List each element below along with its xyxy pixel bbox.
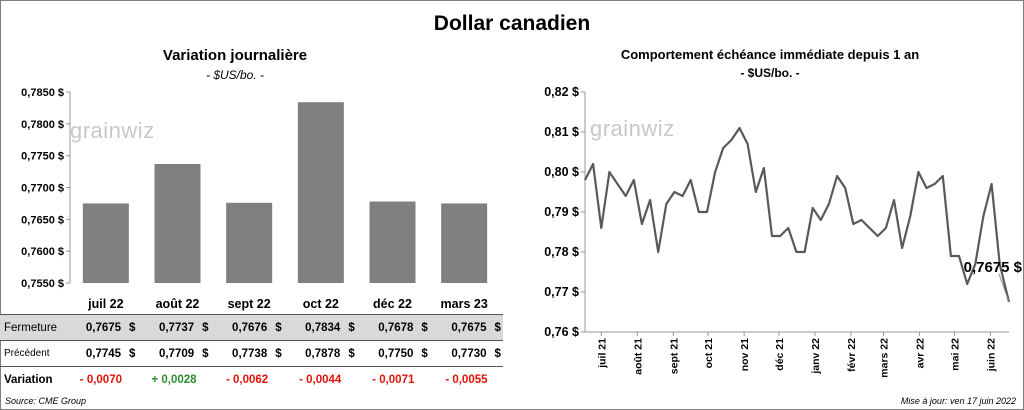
row-label: Précédent: [4, 348, 50, 359]
currency-symbol: $: [196, 314, 211, 341]
y-tick-label: 0,77 $: [544, 285, 579, 299]
currency-symbol: $: [421, 347, 428, 360]
y-tick-label: 0,80 $: [544, 165, 579, 179]
bar: [369, 201, 416, 283]
currency-symbol: $: [488, 314, 503, 341]
x-tick-label: nov 21: [739, 338, 751, 371]
currency-symbol: $: [275, 347, 282, 360]
currency-symbol: $: [342, 314, 357, 341]
currency-symbol: $: [202, 347, 209, 360]
variation-cell: - 0,0055: [429, 366, 503, 393]
variation-cell: - 0,0062: [210, 366, 284, 393]
y-tick-label: 0,7800 $: [21, 119, 64, 131]
left-watermark: grainwiz: [70, 118, 155, 143]
right-watermark: grainwiz: [590, 116, 675, 141]
table-row-precedent: Précédent 0,7745 $ 0,7709 $ 0,7738 $ 0,7878…: [0, 341, 503, 367]
price-table: Fermeture 0,7675 $ 0,7737 $ 0,7676 $ 0,7834…: [0, 314, 503, 393]
x-tick-label: janv 22: [810, 338, 822, 375]
right-panel-subtitle: - $US/bo. -: [740, 66, 800, 80]
y-tick-label: 0,82 $: [544, 85, 579, 99]
price-series-line: [584, 126, 1011, 303]
currency-symbol: $: [123, 314, 138, 341]
row-label: Fermeture: [0, 314, 65, 341]
x-tick-label: juil 22: [87, 297, 123, 311]
y-tick-label: 0,81 $: [544, 125, 579, 139]
table-cell: 0,7745: [85, 347, 122, 360]
panel-divider: [503, 40, 504, 410]
x-tick-label: févr 22: [846, 338, 858, 372]
bar: [441, 203, 488, 283]
main-title: Dollar canadien: [433, 12, 591, 35]
bar: [82, 203, 129, 283]
y-tick-label: 0,7550 $: [21, 278, 64, 290]
x-tick-label: sept 21: [668, 338, 680, 374]
last-price-label: 0,7675 $: [964, 259, 1023, 276]
y-tick-label: 0,78 $: [544, 245, 579, 259]
table-cell: 0,7878: [305, 347, 341, 360]
currency-symbol: $: [348, 347, 355, 360]
table-cell: 0,7675: [429, 314, 489, 341]
y-tick-label: 0,7600 $: [21, 246, 64, 258]
x-tick-label: juin 22: [985, 338, 997, 372]
line-chart: 0,76 $ 0,77 $ 0,78 $ 0,79 $ 0,80 $ 0,81 $ 0,82…: [544, 85, 1023, 378]
table-cell: 0,7834: [283, 314, 343, 341]
table-cell: 0,7750: [378, 347, 414, 360]
x-tick-label: mai 22: [949, 338, 961, 371]
currency-symbol: $: [494, 347, 501, 360]
left-panel-subtitle: - $US/bo. -: [205, 68, 265, 82]
y-tick-label: 0,7850 $: [21, 87, 64, 99]
x-tick-label: déc 22: [373, 297, 412, 311]
x-tick-label: déc 21: [774, 338, 786, 371]
y-tick-label: 0,79 $: [544, 205, 579, 219]
table-cell: 0,7730: [451, 347, 487, 360]
row-label: Variation: [0, 366, 65, 393]
x-tick-label: avr 22: [915, 338, 927, 369]
y-tick-label: 0,7700 $: [21, 183, 64, 195]
bar: [297, 102, 344, 283]
currency-symbol: $: [129, 347, 136, 360]
table-cell: 0,7737: [137, 314, 197, 341]
bar: [154, 163, 201, 283]
bar-chart: 0,7550 $ 0,7600 $ 0,7650 $ 0,7700 $ 0,7750 $…: [21, 87, 488, 311]
table-cell: 0,7738: [232, 347, 268, 360]
x-tick-label: oct 21: [703, 338, 715, 369]
source-note: Source: CME Group: [5, 396, 87, 406]
table-cell: 0,7678: [356, 314, 416, 341]
table-cell: 0,7675: [64, 314, 124, 341]
x-tick-label: août 21: [632, 338, 644, 375]
x-tick-label: mars 23: [441, 297, 488, 311]
currency-symbol: $: [415, 314, 430, 341]
variation-cell: - 0,0044: [283, 366, 357, 393]
variation-cell: - 0,0071: [356, 366, 430, 393]
table-cell: 0,7709: [158, 347, 195, 360]
x-tick-label: sept 22: [228, 297, 271, 311]
table-row-variation: Variation - 0,0070 + 0,0028 - 0,0062 - 0…: [0, 366, 503, 393]
bar: [226, 202, 273, 283]
y-tick-label: 0,76 $: [544, 325, 579, 339]
currency-symbol: $: [269, 314, 284, 341]
variation-cell: - 0,0070: [64, 366, 138, 393]
x-tick-label: août 22: [156, 297, 200, 311]
x-tick-label: oct 22: [303, 297, 339, 311]
x-tick-label: juil 21: [596, 338, 608, 369]
y-tick-label: 0,7650 $: [21, 214, 64, 226]
update-note: Mise à jour: ven 17 juin 2022: [900, 396, 1016, 406]
x-tick-label: mars 22: [879, 338, 891, 378]
table-cell: 0,7676: [210, 314, 270, 341]
y-tick-label: 0,7750 $: [21, 151, 64, 163]
left-panel-title: Variation journalière: [162, 47, 308, 64]
annotation-leader: [998, 273, 1010, 303]
table-row-fermeture: Fermeture 0,7675 $ 0,7737 $ 0,7676 $ 0,7834…: [0, 314, 503, 341]
variation-cell: + 0,0028: [137, 366, 211, 393]
right-panel-title: Comportement échéance immédiate depuis 1…: [620, 47, 920, 62]
